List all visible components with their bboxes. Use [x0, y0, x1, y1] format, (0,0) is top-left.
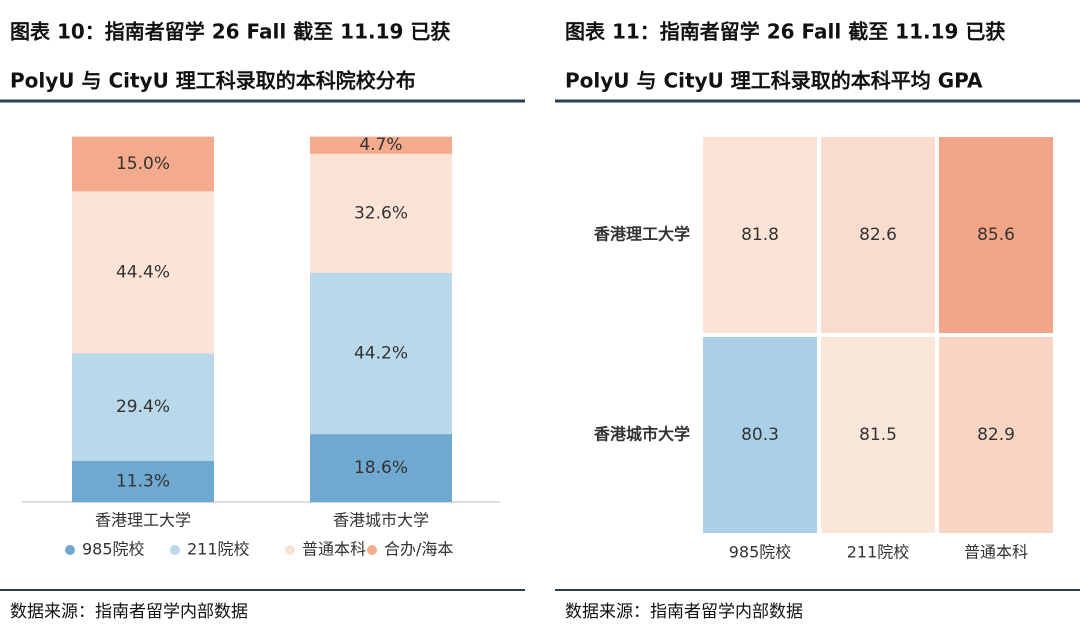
x-tick-label: 香港理工大学: [95, 511, 191, 530]
cell-label: 85.6: [977, 225, 1015, 245]
value-label: 29.4%: [116, 397, 170, 417]
heat-cell: [939, 137, 1053, 333]
bar-segment: [310, 434, 452, 502]
cell-label: 82.6: [859, 225, 897, 245]
chart-subtitle: PolyU 与 CityU 理工科录取的本科平均 GPA: [565, 69, 983, 93]
heat-cell: [939, 337, 1053, 533]
cell-label: 82.9: [977, 425, 1015, 445]
heat-cell: [821, 137, 935, 333]
value-label: 44.2%: [354, 343, 408, 363]
cell-label: 81.8: [741, 225, 779, 245]
bar-segment: [310, 136, 452, 154]
bar-segment: [310, 272, 452, 435]
bar-segment: [310, 153, 452, 273]
legend-swatch: [170, 545, 180, 555]
legend-swatch: [367, 545, 377, 555]
legend-swatch: [285, 545, 295, 555]
value-label: 18.6%: [354, 458, 408, 478]
bar-segment: [72, 191, 214, 354]
value-label: 32.6%: [354, 203, 408, 223]
heat-cell: [821, 337, 935, 533]
value-label: 11.3%: [116, 471, 170, 491]
source: 数据来源：指南者留学内部数据: [565, 602, 803, 622]
y-tick-label: 香港理工大学: [593, 225, 690, 244]
legend-label: 211院校: [187, 540, 250, 559]
value-label: 15.0%: [116, 154, 170, 174]
legend-label: 合办/海本: [384, 540, 453, 559]
heat-cell: [703, 137, 817, 333]
cell-label: 81.5: [859, 425, 897, 445]
value-label: 4.7%: [359, 135, 402, 155]
legend-swatch: [65, 545, 75, 555]
chart-subtitle: PolyU 与 CityU 理工科录取的本科院校分布: [10, 69, 416, 93]
x-tick-label: 211院校: [847, 543, 910, 562]
chart-title: 图表 11：指南者留学 26 Fall 截至 11.19 已获: [565, 20, 1005, 44]
y-tick-label: 香港城市大学: [593, 425, 690, 444]
heat-cell: [703, 337, 817, 533]
legend-label: 985院校: [82, 540, 145, 559]
value-label: 44.4%: [116, 262, 170, 282]
x-tick-label: 普通本科: [964, 543, 1028, 562]
bar-segment: [72, 136, 214, 192]
x-tick-label: 985院校: [729, 543, 792, 562]
x-tick-label: 香港城市大学: [333, 511, 429, 530]
bar-segment: [72, 460, 214, 502]
source: 数据来源：指南者留学内部数据: [10, 602, 248, 622]
bar-segment: [72, 353, 214, 461]
cell-label: 80.3: [741, 425, 779, 445]
chart-title: 图表 10：指南者留学 26 Fall 截至 11.19 已获: [10, 20, 450, 44]
legend-label: 普通本科: [302, 540, 366, 559]
